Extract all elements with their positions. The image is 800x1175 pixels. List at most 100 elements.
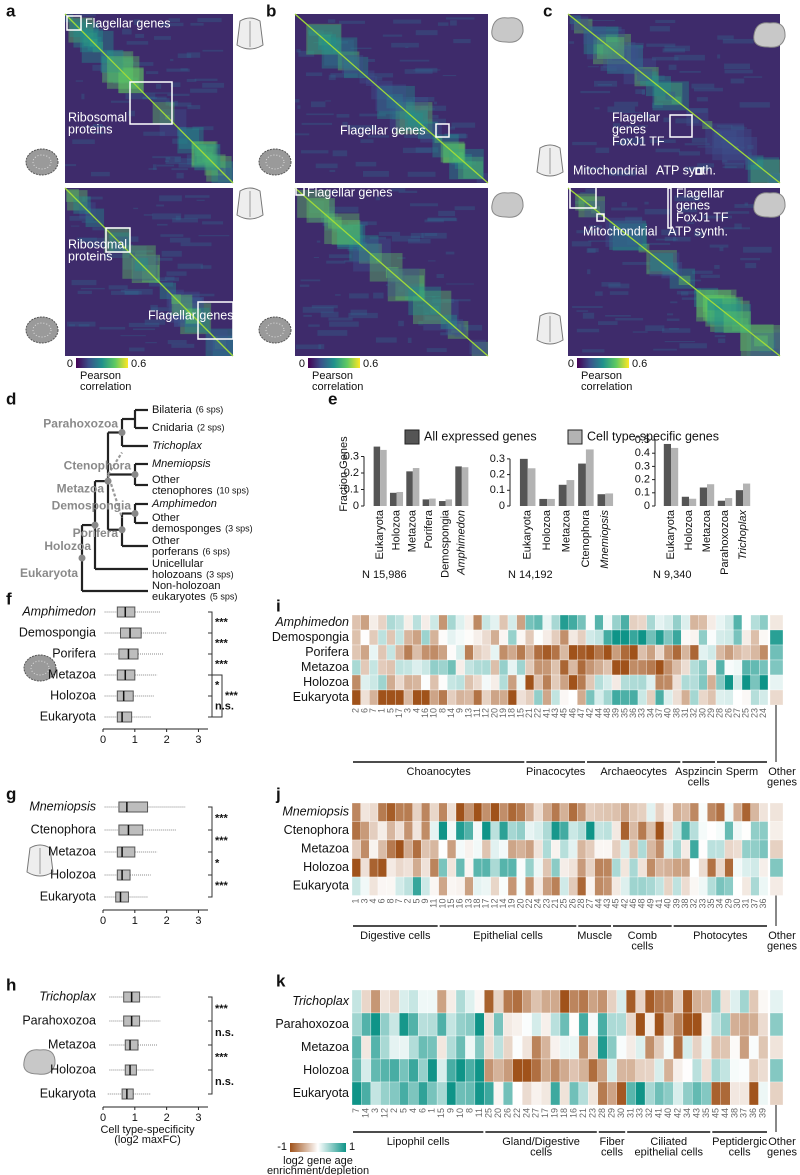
matrix-texture <box>192 145 199 150</box>
matrix-texture <box>122 28 132 35</box>
matrix-texture <box>668 64 677 70</box>
x-tick-label: Eukaryota <box>522 509 534 559</box>
heatmap-cell <box>522 1012 532 1037</box>
bar <box>578 463 586 506</box>
heatmap-cell <box>464 821 474 841</box>
heatmap-cell <box>594 614 604 631</box>
highlight-box <box>695 167 703 175</box>
heatmap-cell <box>637 659 647 676</box>
heatmap-cell <box>369 858 379 878</box>
heatmap-cell <box>361 1081 372 1106</box>
matrix-texture <box>433 101 437 105</box>
matrix-texture <box>71 279 97 286</box>
heatmap-cell <box>455 802 465 822</box>
column-label: 28 <box>576 899 586 909</box>
heatmap-cell <box>739 1081 750 1106</box>
heatmap-cell <box>701 1035 712 1060</box>
matrix-texture <box>428 260 436 262</box>
heatmap-cell <box>455 1081 466 1106</box>
matrix-texture <box>367 135 389 138</box>
legend-swatch <box>404 429 420 445</box>
heatmap-cell <box>644 1035 655 1060</box>
heatmap-cell <box>531 1012 542 1037</box>
matrix-texture <box>360 139 374 143</box>
matrix-texture <box>124 290 142 295</box>
matrix-texture <box>635 75 665 81</box>
column-label: 40 <box>663 708 673 718</box>
column-label: 44 <box>593 899 603 909</box>
heatmap-cell <box>377 659 387 676</box>
heatmap-cell <box>531 1035 542 1060</box>
heatmap-cell <box>490 629 500 646</box>
column-label: 28 <box>715 708 725 718</box>
heatmap-cell <box>759 614 769 631</box>
matrix-texture <box>605 314 631 317</box>
heatmap-cell <box>568 644 578 661</box>
heatmap-cell <box>377 821 387 841</box>
heatmap-cell <box>607 1081 617 1106</box>
x-tick-label: Eukaryota <box>665 509 677 559</box>
heatmap-cell <box>386 614 396 631</box>
x-tick-label: 3 <box>195 734 201 746</box>
row-label: Ctenophora <box>31 822 96 836</box>
heatmap-cell <box>715 858 725 878</box>
matrix-texture <box>76 237 97 241</box>
heatmap-cell <box>380 989 390 1014</box>
heatmap-cell <box>386 689 396 706</box>
leaf-label: eukaryotes <box>152 591 206 603</box>
matrix-texture <box>587 248 599 253</box>
heatmap-cell <box>351 674 361 691</box>
heatmap-cell <box>759 876 769 896</box>
x-tick-label: 1 <box>132 734 138 746</box>
heatmap-cell <box>389 1035 400 1060</box>
matrix-texture <box>663 117 670 123</box>
matrix-texture <box>391 188 406 192</box>
heatmap-cell <box>707 644 717 661</box>
column-label: 20 <box>489 708 499 718</box>
panel-letter: i <box>276 596 281 615</box>
heatmap-cell <box>654 1035 665 1060</box>
x-tick-label: Amphimedon <box>456 510 468 576</box>
column-label: 37 <box>739 1108 749 1118</box>
colorbar-label: correlation <box>312 381 363 393</box>
matrix-texture <box>80 287 105 290</box>
colorbar-label: enrichment/depletion <box>267 1165 369 1175</box>
matrix-texture <box>301 122 333 125</box>
heatmap-cell <box>512 1035 523 1060</box>
heatmap-cell <box>711 1058 721 1083</box>
heatmap-cell <box>525 614 535 631</box>
heatmap-cell <box>715 876 725 896</box>
matrix-texture <box>306 113 334 116</box>
heatmap-cell <box>637 614 647 631</box>
heatmap-cell <box>758 1035 769 1060</box>
heatmap-cell <box>525 629 535 646</box>
heatmap-cell <box>715 821 725 841</box>
matrix-texture <box>646 43 676 47</box>
heatmap-cell <box>386 839 396 859</box>
matrix-texture <box>661 229 678 236</box>
matrix-texture <box>367 58 375 62</box>
heatmap-cell <box>769 1081 784 1106</box>
significance-label: n.s. <box>215 700 234 712</box>
heatmap-cell <box>421 629 431 646</box>
matrix-texture <box>415 30 438 36</box>
matrix-texture <box>167 340 187 345</box>
leaf-note: (3 sps) <box>225 523 253 533</box>
heatmap-cell <box>588 1012 598 1037</box>
y-tick-label: 0.3 <box>635 460 650 472</box>
x-tick-label: 0 <box>100 734 106 746</box>
heatmap-cell <box>655 839 665 859</box>
annotation: Flagellar <box>612 110 660 124</box>
matrix-texture <box>649 26 670 32</box>
heatmap-cell <box>559 821 569 841</box>
heatmap-cell <box>436 989 447 1014</box>
heatmap-cell <box>733 644 743 661</box>
matrix-texture <box>613 123 621 128</box>
heatmap-cell <box>611 644 621 661</box>
heatmap-cell <box>403 614 413 631</box>
matrix-texture <box>597 321 618 326</box>
heatmap-cell <box>673 1081 684 1106</box>
column-label: 29 <box>706 708 716 718</box>
clade-node <box>118 526 126 534</box>
heatmap-cell <box>637 802 647 822</box>
